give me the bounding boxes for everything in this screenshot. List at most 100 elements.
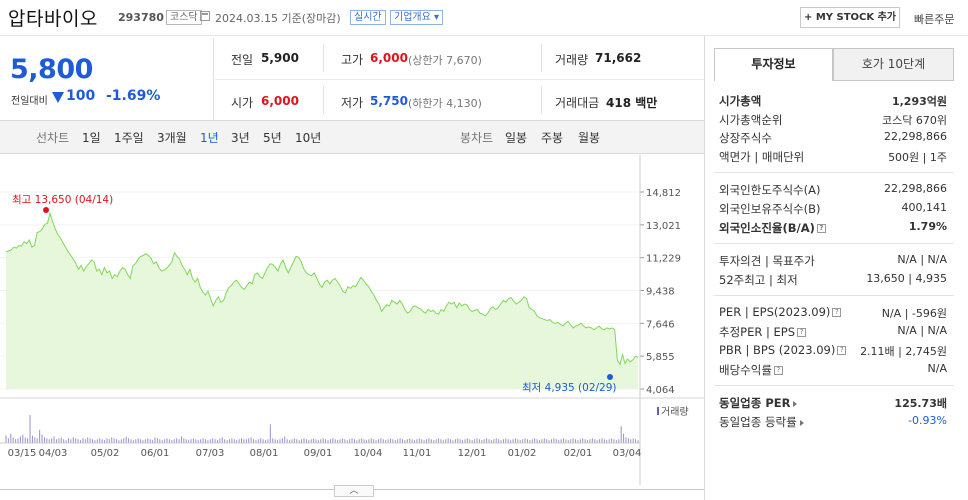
volume-label: 거래량 [555, 53, 589, 67]
line-chart-label: 선차트 [36, 131, 70, 145]
divider [714, 295, 954, 296]
invest-label-text: PBR | BPS (2023.09) [719, 343, 836, 357]
period-1w[interactable]: 1주일 [114, 131, 144, 145]
price-change: 100 [66, 88, 96, 104]
invest-value: 500원 | 1주 [888, 151, 947, 164]
invest-value: N/A [927, 362, 947, 375]
invest-value: N/A | -596원 [881, 307, 947, 320]
help-icon[interactable]: ? [837, 346, 847, 355]
low-label: 최저 4,935 (02/29) [522, 382, 617, 394]
amount-value: 418 백만 [606, 96, 658, 110]
divider [213, 38, 214, 120]
chevron-up-icon[interactable]: ︿ [334, 485, 374, 497]
realtime-button[interactable]: 실시간 [350, 10, 386, 25]
company-info-dropdown[interactable]: 기업개요 ▾ [390, 10, 444, 25]
invest-label-text: 추정PER | EPS [719, 325, 796, 339]
y-tick-label: 4,064 [646, 385, 675, 396]
x-tick-label: 11/01 [403, 448, 432, 459]
period-10y[interactable]: 10년 [295, 131, 322, 145]
divider [323, 44, 324, 72]
header-bar [0, 0, 968, 36]
chevron-right-icon[interactable] [793, 400, 798, 407]
x-tick-label: 06/01 [141, 448, 170, 459]
invest-value: 1,293억원 [891, 95, 947, 108]
divider [323, 86, 324, 114]
period-3m[interactable]: 3개월 [157, 131, 187, 145]
divider [541, 44, 542, 72]
invest-label-text: 상장주식수 [719, 131, 772, 145]
invest-value: 400,141 [901, 201, 948, 214]
help-icon[interactable]: ? [832, 308, 842, 317]
candle-weekly[interactable]: 주봉 [541, 131, 564, 145]
y-tick-label: 11,229 [646, 254, 681, 265]
invest-label: 외국인보유주식수(B) [719, 201, 821, 217]
invest-value: 2.11배 | 2,745원 [860, 345, 947, 358]
divider [541, 86, 542, 114]
invest-label-text: 시가총액 [719, 94, 762, 108]
compare-label: 전일대비 [11, 96, 48, 107]
x-tick-label: 05/02 [91, 448, 120, 459]
invest-label: 시가총액 [719, 93, 761, 109]
invest-label: 투자의견 | 목표주가 [719, 253, 815, 269]
price-chart[interactable]: 14,812 13,021 11,229 9,438 7,646 5,855 4,064 거… [0, 155, 704, 485]
period-3y[interactable]: 3년 [231, 131, 250, 145]
divider [714, 243, 954, 244]
high-label: 최고 13,650 (04/14) [12, 194, 113, 206]
help-icon[interactable]: ? [816, 224, 826, 233]
chevron-right-icon[interactable] [799, 419, 804, 426]
high-value: 6,000 [370, 51, 408, 65]
invest-label: 시가총액순위 [719, 112, 782, 128]
x-tick-label: 08/01 [250, 448, 279, 459]
company-info-label: 기업개요 [394, 12, 431, 23]
divider [714, 172, 954, 173]
price-line [5, 211, 639, 366]
prev-label: 전일 [231, 53, 254, 67]
period-5y[interactable]: 5년 [263, 131, 282, 145]
down-arrow-icon [52, 92, 64, 103]
add-mystock-button[interactable]: + MY STOCK 추가 [800, 7, 900, 28]
help-icon[interactable]: ? [797, 328, 807, 337]
y-tick-label: 13,021 [646, 221, 681, 232]
x-tick-label: 03/15 [8, 448, 37, 459]
tab-invest-info[interactable]: 투자정보 [714, 48, 833, 81]
invest-label-text: 액면가 | 매매단위 [719, 150, 805, 164]
price-change-pct: -1.69% [106, 88, 161, 104]
chart-toolbar [0, 120, 704, 154]
invest-label: 추정PER | EPS? [719, 324, 807, 340]
volume-legend-swatch [657, 407, 659, 415]
invest-label: PER | EPS(2023.09)? [719, 305, 842, 319]
low-label: 저가 [341, 96, 364, 110]
prev-value: 5,900 [261, 51, 299, 65]
candle-monthly[interactable]: 월봉 [578, 131, 601, 145]
quick-order-button[interactable]: 빠른주문 [914, 13, 955, 26]
y-tick-label: 14,812 [646, 188, 681, 199]
help-icon[interactable]: ? [773, 366, 783, 375]
tab-quote-10[interactable]: 호가 10단계 [833, 48, 954, 81]
chevron-down-icon: ▾ [434, 12, 440, 23]
candle-daily[interactable]: 일봉 [505, 131, 528, 145]
invest-label-text: PER | EPS(2023.09) [719, 305, 831, 319]
date-basis: 2024.03.15 기준(장마감) [215, 12, 341, 25]
invest-label-text: 외국인한도주식수(A) [719, 183, 821, 197]
invest-label-text: 외국인보유주식수(B) [719, 202, 821, 216]
period-1y[interactable]: 1년 [200, 131, 219, 145]
x-tick-label: 01/02 [508, 448, 537, 459]
x-tick-label: 10/04 [354, 448, 383, 459]
invest-label-text: 외국인소진율(B/A) [719, 221, 815, 235]
y-tick-label: 5,855 [646, 352, 675, 363]
invest-value: 125.73배 [894, 397, 947, 410]
low-value: 5,750 [370, 94, 408, 108]
invest-value: -0.93% [908, 414, 947, 427]
divider [714, 385, 954, 386]
volume-value: 71,662 [595, 51, 642, 65]
period-1d[interactable]: 1일 [82, 131, 101, 145]
divider [215, 79, 704, 80]
invest-label: PBR | BPS (2023.09)? [719, 343, 847, 357]
stock-code: 293780 [118, 11, 164, 24]
invest-label: 동일업종 등락률 [719, 414, 804, 430]
x-tick-label: 07/03 [196, 448, 225, 459]
x-tick-label: 09/01 [304, 448, 333, 459]
stock-title: 압타바이오 [8, 8, 98, 30]
candle-chart-label: 봉차트 [460, 131, 494, 145]
calendar-icon [200, 11, 210, 21]
